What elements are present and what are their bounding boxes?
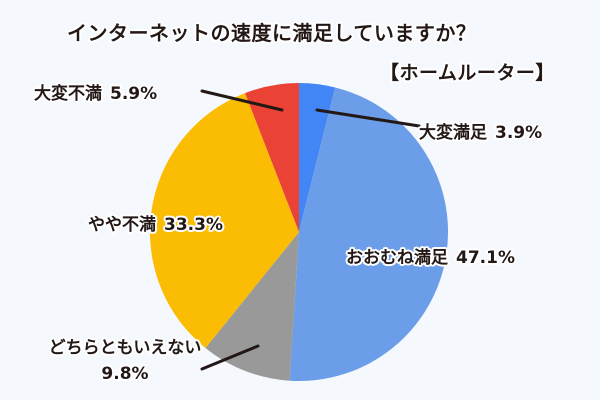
label-very-dissatisfied: 大変不満 5.9%: [34, 79, 157, 104]
label-name: 大変不満: [34, 84, 102, 104]
leader-line-neutral: [200, 344, 260, 371]
label-percent: 5.9%: [110, 84, 158, 104]
chart-title: インターネットの速度に満足していますか？: [67, 21, 477, 45]
label-very-satisfied: 大変満足 3.9%: [419, 118, 542, 143]
label-mostly-satisfied: おおむね満足 47.1%: [346, 243, 515, 268]
leader-line-very-dissatisfied: [200, 89, 284, 112]
label-name: やや不満: [88, 215, 156, 235]
label-name: どちらともいえない: [48, 338, 202, 358]
label-percent: 3.9%: [495, 123, 543, 143]
label-neutral: どちらともいえない 9.8%: [35, 333, 215, 384]
label-percent: 33.3%: [164, 215, 223, 235]
pie-slices: [149, 83, 449, 382]
slice-mostly-satisfied: [289, 87, 449, 382]
label-percent: 47.1%: [456, 248, 515, 268]
leader-line-very-satisfied: [315, 108, 421, 128]
chart-subtitle: 【ホームルーター】: [380, 62, 555, 84]
slice-very-satisfied: [299, 83, 336, 232]
label-percent: 9.8%: [101, 364, 149, 384]
slice-neutral: [205, 232, 299, 381]
slice-somewhat-dissatisfied: [149, 93, 299, 348]
slice-very-dissatisfied: [245, 83, 299, 232]
label-name: 大変満足: [419, 123, 487, 143]
label-somewhat-dissatisfied: やや不満 33.3%: [88, 210, 223, 235]
label-name: おおむね満足: [346, 248, 448, 268]
leader-lines: [200, 89, 421, 371]
